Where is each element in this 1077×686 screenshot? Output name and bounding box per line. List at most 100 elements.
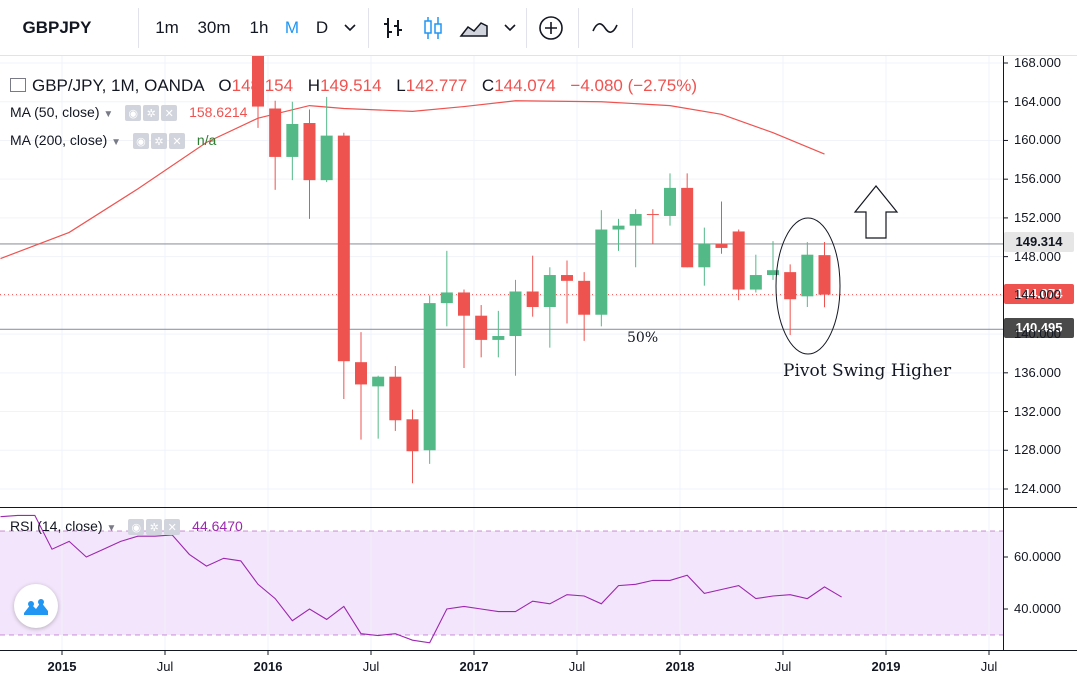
rsi-tick-label: 60.0000 <box>1014 549 1061 564</box>
candle-up <box>749 275 762 290</box>
time-tick-label: 2017 <box>459 659 489 674</box>
eye-icon[interactable]: ◉ <box>125 105 142 122</box>
close-icon[interactable]: ✕ <box>164 519 181 536</box>
pivot-ellipse <box>775 217 841 355</box>
toolbar: GBPJPY 1m 30m 1h M D <box>0 0 1077 56</box>
current-price-label: 144.074 <box>1004 284 1074 304</box>
candle-up <box>801 254 814 297</box>
rsi-label[interactable]: RSI (14, close) <box>10 518 103 534</box>
candle-down <box>458 292 470 316</box>
candle-down <box>269 108 282 157</box>
candle-down <box>681 187 694 268</box>
candle-up <box>595 229 608 315</box>
tradingview-logo-icon[interactable] <box>14 584 58 628</box>
candle-up <box>320 135 333 181</box>
ma200-label[interactable]: MA (200, close) <box>10 132 108 148</box>
time-tick-label: Jul <box>980 659 998 674</box>
price-tick-label: 132.000 <box>1014 403 1061 419</box>
ma50-line <box>0 100 825 260</box>
interval-1m[interactable]: 1m <box>155 18 179 37</box>
chevron-down-icon[interactable]: ▼ <box>103 109 114 120</box>
candle-down <box>818 255 831 295</box>
price-tick-label: 148.000 <box>1014 248 1061 264</box>
candle-down <box>784 272 797 300</box>
rsi-buttons: ◉ ✲ ✕ <box>128 519 181 536</box>
chevron-down-icon[interactable] <box>498 0 522 56</box>
close-icon[interactable]: ✕ <box>168 133 185 150</box>
legend-low-value: 142.777 <box>405 76 468 95</box>
close-icon[interactable]: ✕ <box>161 105 178 122</box>
legend-symbol-icon <box>10 78 26 92</box>
price-tick-label: 124.000 <box>1014 481 1061 496</box>
lower-line-price-label: 140.495 <box>1004 318 1074 338</box>
candle-up <box>509 291 522 337</box>
candle-down <box>303 123 316 181</box>
gear-icon[interactable]: ✲ <box>146 519 163 536</box>
candle-up <box>664 187 676 216</box>
legend-open-value: 148.154 <box>231 76 294 95</box>
eye-icon[interactable]: ◉ <box>132 133 149 150</box>
ma50-label[interactable]: MA (50, close) <box>10 104 100 120</box>
main-pane-bg <box>0 56 1003 508</box>
interval-d[interactable]: D <box>315 18 329 37</box>
legend-high-label: H <box>307 76 321 95</box>
area-chart-icon[interactable] <box>456 0 492 56</box>
candle-down <box>578 280 591 315</box>
price-tick-label: 164.000 <box>1014 93 1061 109</box>
gear-icon[interactable]: ✲ <box>143 105 160 122</box>
time-tick-label: 2018 <box>665 659 695 674</box>
chevron-down-icon[interactable] <box>338 0 362 56</box>
pivot-swing-label: Pivot Swing Higher <box>783 361 952 381</box>
toolbar-divider <box>138 8 139 48</box>
price-tick-label: 156.000 <box>1014 171 1061 187</box>
candle-up <box>492 336 505 340</box>
ma200-legend: MA (200, close) ▼ ◉ ✲ ✕ n/a <box>10 132 217 150</box>
upper-line-price-label: 149.314 <box>1004 232 1074 252</box>
ma200-value: n/a <box>196 132 217 148</box>
candle-down <box>389 376 402 421</box>
interval-1h[interactable]: 1h <box>249 18 269 37</box>
gear-icon[interactable]: ✲ <box>150 133 167 150</box>
rsi-legend: RSI (14, close) ▼ ◉ ✲ ✕ 44.6470 <box>10 518 243 536</box>
price-tick-label: 136.000 <box>1014 364 1061 380</box>
time-tick-label: 2015 <box>47 659 77 674</box>
interval-30m[interactable]: 30m <box>197 18 231 37</box>
candles-chart-icon[interactable] <box>418 0 448 56</box>
legend-change: −4.080 (−2.75%) <box>570 76 698 95</box>
candle-up <box>629 214 642 226</box>
ma200-buttons: ◉ ✲ ✕ <box>132 133 185 150</box>
legend-open-label: O <box>218 76 232 95</box>
candle-up <box>767 270 779 276</box>
time-tick-label: Jul <box>774 659 792 674</box>
toolbar-divider <box>526 8 527 48</box>
add-indicator-icon[interactable] <box>536 0 566 56</box>
chevron-down-icon[interactable]: ▼ <box>106 523 117 534</box>
candle-up <box>423 303 436 451</box>
candle-down <box>526 291 539 307</box>
toolbar-divider <box>632 8 633 48</box>
eye-icon[interactable]: ◉ <box>128 519 145 536</box>
interval-m[interactable]: M <box>284 18 300 37</box>
rsi-value: 44.6470 <box>192 518 243 534</box>
toolbar-divider <box>368 8 369 48</box>
rsi-line <box>0 514 842 644</box>
candle-down <box>355 362 367 385</box>
price-tick-label: 152.000 <box>1014 209 1061 225</box>
chevron-down-icon[interactable]: ▼ <box>111 137 122 148</box>
price-tick-label: 144.000 <box>1014 287 1061 303</box>
time-tick-label: 2016 <box>253 659 283 674</box>
time-tick-label: Jul <box>362 659 380 674</box>
price-tick-label: 140.000 <box>1014 326 1061 342</box>
time-tick-label: 2019 <box>871 659 901 674</box>
candle-down <box>646 214 659 216</box>
chart-canvas[interactable] <box>0 56 1077 686</box>
price-tick-label: 168.000 <box>1014 55 1061 70</box>
candle-up <box>286 123 299 157</box>
price-tick-label: 160.000 <box>1014 132 1061 148</box>
symbol-selector[interactable]: GBPJPY <box>22 18 92 37</box>
toolbar-divider <box>578 8 579 48</box>
drawing-tools-icon[interactable] <box>588 0 622 56</box>
candle-down <box>715 244 728 248</box>
legend-close-label: C <box>481 76 495 95</box>
bars-chart-icon[interactable] <box>378 0 408 56</box>
